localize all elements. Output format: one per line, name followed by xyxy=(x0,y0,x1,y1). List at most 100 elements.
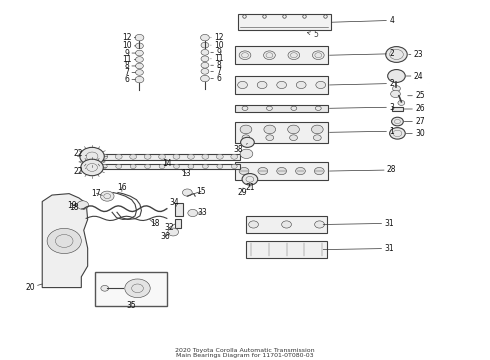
Bar xyxy=(235,76,328,94)
Circle shape xyxy=(295,167,305,175)
Text: 2: 2 xyxy=(330,49,394,58)
Text: 9: 9 xyxy=(211,48,221,57)
Circle shape xyxy=(277,167,287,175)
Circle shape xyxy=(315,221,324,228)
Circle shape xyxy=(242,174,258,185)
Text: 6: 6 xyxy=(124,75,136,84)
Bar xyxy=(246,216,327,233)
Circle shape xyxy=(313,51,324,59)
Circle shape xyxy=(188,164,194,168)
Circle shape xyxy=(116,164,122,168)
Text: 4: 4 xyxy=(332,16,394,25)
Circle shape xyxy=(242,135,250,140)
Bar xyxy=(235,162,328,180)
Circle shape xyxy=(290,135,297,140)
Circle shape xyxy=(182,189,192,196)
Text: 20: 20 xyxy=(25,283,42,292)
Circle shape xyxy=(296,81,306,89)
Bar xyxy=(175,203,183,216)
Circle shape xyxy=(173,164,179,168)
Text: 3: 3 xyxy=(330,103,394,112)
Text: 8: 8 xyxy=(211,61,221,70)
Text: 23: 23 xyxy=(409,50,423,59)
Circle shape xyxy=(173,154,180,159)
Polygon shape xyxy=(42,194,88,288)
Circle shape xyxy=(264,125,275,134)
Text: 26: 26 xyxy=(404,104,425,113)
Circle shape xyxy=(258,167,268,175)
Circle shape xyxy=(201,49,209,55)
Circle shape xyxy=(145,164,150,168)
Text: 10: 10 xyxy=(122,41,136,50)
Circle shape xyxy=(159,164,165,168)
Circle shape xyxy=(241,137,254,147)
Circle shape xyxy=(288,51,300,59)
Circle shape xyxy=(266,135,274,140)
Circle shape xyxy=(136,57,144,62)
Circle shape xyxy=(392,86,400,91)
Bar xyxy=(235,105,328,112)
Text: 24: 24 xyxy=(406,72,423,81)
Circle shape xyxy=(277,81,287,89)
Text: 34: 34 xyxy=(169,198,179,207)
Circle shape xyxy=(391,90,400,98)
Bar xyxy=(174,219,181,228)
Circle shape xyxy=(240,149,253,158)
Bar xyxy=(238,14,331,30)
Circle shape xyxy=(136,50,144,56)
Circle shape xyxy=(312,125,323,134)
Text: 36: 36 xyxy=(161,232,170,241)
Circle shape xyxy=(392,117,403,126)
Circle shape xyxy=(47,228,81,253)
Text: 22: 22 xyxy=(73,149,86,158)
Circle shape xyxy=(168,228,178,236)
Circle shape xyxy=(386,46,407,62)
Circle shape xyxy=(239,51,251,59)
Circle shape xyxy=(248,221,258,228)
Text: 31: 31 xyxy=(323,219,394,228)
Text: 35: 35 xyxy=(126,301,136,310)
Circle shape xyxy=(201,62,209,68)
Circle shape xyxy=(101,285,109,291)
Circle shape xyxy=(130,154,137,159)
Text: 32: 32 xyxy=(165,223,174,232)
Circle shape xyxy=(390,128,405,139)
Circle shape xyxy=(136,69,144,75)
Text: 11: 11 xyxy=(211,54,223,63)
Text: 28: 28 xyxy=(330,166,396,175)
Circle shape xyxy=(125,279,150,298)
Text: 11: 11 xyxy=(122,55,136,64)
Text: 14: 14 xyxy=(162,159,171,168)
Circle shape xyxy=(144,154,151,159)
Circle shape xyxy=(315,167,324,175)
Text: 7: 7 xyxy=(211,67,221,76)
Circle shape xyxy=(314,135,321,140)
Circle shape xyxy=(200,35,209,41)
Circle shape xyxy=(201,56,209,62)
Circle shape xyxy=(159,154,166,159)
Text: 7: 7 xyxy=(124,68,136,77)
Bar xyxy=(235,122,328,143)
Circle shape xyxy=(135,35,144,41)
Text: 18: 18 xyxy=(150,219,159,228)
Circle shape xyxy=(200,75,209,82)
Text: 16: 16 xyxy=(117,183,127,192)
Circle shape xyxy=(136,63,144,69)
Text: Main Bearings Diagram for 11701-0T080-03: Main Bearings Diagram for 11701-0T080-03 xyxy=(176,353,314,358)
Circle shape xyxy=(201,42,209,48)
Bar xyxy=(392,107,403,111)
Circle shape xyxy=(316,81,326,89)
Circle shape xyxy=(202,154,209,159)
Bar xyxy=(98,164,240,169)
Circle shape xyxy=(217,154,223,159)
Circle shape xyxy=(239,167,249,175)
Circle shape xyxy=(264,51,275,59)
Circle shape xyxy=(288,125,299,134)
Circle shape xyxy=(77,201,89,210)
Text: 12: 12 xyxy=(211,33,223,42)
Circle shape xyxy=(81,159,103,176)
Circle shape xyxy=(136,43,144,49)
Circle shape xyxy=(101,164,107,168)
Text: 27: 27 xyxy=(404,117,425,126)
Text: 38: 38 xyxy=(234,143,247,154)
